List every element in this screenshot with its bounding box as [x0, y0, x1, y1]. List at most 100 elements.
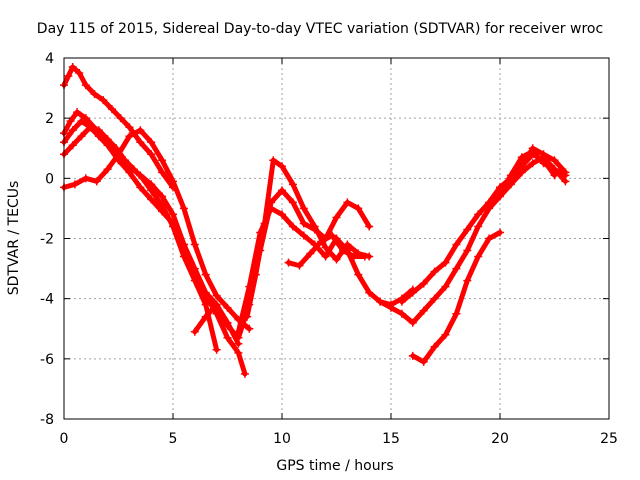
y-axis-label: SDTVAR / TECUs	[6, 181, 22, 296]
data-point-marker	[107, 105, 116, 114]
data-point-marker	[561, 177, 570, 186]
x-tick-label: 0	[60, 431, 69, 447]
data-point-marker	[68, 141, 77, 150]
data-point-marker	[147, 195, 156, 204]
data-point-marker	[212, 300, 221, 309]
data-point-marker	[299, 204, 308, 213]
data-point-marker	[169, 177, 177, 186]
data-point-marker	[81, 174, 90, 183]
data-point-marker	[147, 150, 156, 159]
data-point-marker	[136, 126, 145, 135]
series-track-l	[410, 230, 503, 365]
data-point-marker	[112, 144, 121, 153]
axis-ticks: 0 5 10 15 20 25 -8 -6 -4 -2 0 2 4	[40, 51, 618, 447]
data-point-marker	[452, 309, 461, 318]
data-point-marker	[201, 312, 210, 321]
data-point-marker	[496, 183, 504, 192]
series-track-j	[377, 154, 568, 326]
data-point-marker	[452, 264, 461, 273]
data-point-marker	[295, 261, 304, 270]
data-point-marker	[190, 240, 199, 249]
data-point-marker	[125, 132, 134, 141]
data-point-marker	[397, 297, 406, 306]
y-tick-label: -8	[40, 412, 54, 428]
data-point-marker	[169, 222, 177, 231]
data-point-marker	[169, 210, 177, 219]
data-point-marker	[365, 288, 374, 297]
y-tick-label: -2	[40, 232, 54, 248]
data-point-marker	[550, 156, 559, 165]
data-point-marker	[332, 213, 341, 222]
series-track-i	[286, 233, 368, 269]
x-tick-label: 20	[491, 431, 509, 447]
x-tick-label: 10	[273, 431, 291, 447]
data-point-marker	[158, 156, 167, 165]
data-point-marker	[408, 288, 417, 297]
data-point-marker	[539, 159, 548, 168]
data-point-marker	[321, 243, 330, 252]
chart-title: Day 115 of 2015, Sidereal Day-to-day VTE…	[37, 21, 603, 37]
data-point-marker	[419, 357, 428, 366]
data-point-marker	[90, 90, 99, 99]
data-point-marker	[365, 222, 374, 231]
data-point-marker	[419, 306, 428, 315]
data-point-marker	[158, 201, 167, 210]
data-point-marker	[310, 222, 319, 231]
data-point-marker	[223, 303, 232, 312]
data-point-marker	[506, 174, 515, 183]
x-axis-label: GPS time / hours	[276, 458, 393, 474]
data-point-marker	[73, 108, 82, 117]
data-point-marker	[158, 168, 167, 177]
data-point-marker	[125, 123, 134, 132]
data-point-marker	[240, 369, 249, 378]
data-point-marker	[147, 186, 156, 195]
series-track-a	[61, 64, 176, 190]
data-point-marker	[343, 198, 352, 207]
data-point-marker	[474, 210, 483, 219]
data-point-marker	[306, 249, 315, 258]
data-point-marker	[251, 270, 260, 279]
data-point-marker	[496, 228, 504, 237]
data-point-marker	[260, 219, 269, 228]
data-point-marker	[360, 252, 369, 261]
data-point-marker	[201, 300, 210, 309]
data-point-marker	[223, 321, 232, 330]
data-point-marker	[387, 303, 395, 312]
data-point-marker	[441, 258, 450, 267]
data-point-marker	[158, 192, 167, 201]
data-point-marker	[397, 309, 406, 318]
data-point-marker	[138, 174, 147, 183]
data-point-marker	[430, 267, 439, 276]
grid	[64, 58, 609, 419]
data-point-marker	[408, 318, 417, 327]
data-point-marker	[234, 348, 243, 357]
data-point-marker	[68, 126, 77, 135]
data-point-marker	[354, 270, 363, 279]
data-point-marker	[299, 231, 308, 240]
data-point-marker	[463, 246, 472, 255]
data-point-marker	[278, 210, 286, 219]
data-point-marker	[201, 270, 210, 279]
data-point-marker	[116, 114, 125, 123]
x-tick-label: 5	[169, 431, 178, 447]
data-point-marker	[463, 225, 472, 234]
data-point-marker	[66, 117, 75, 126]
data-point-marker	[339, 246, 348, 255]
data-point-marker	[321, 252, 330, 261]
data-point-marker	[474, 252, 483, 261]
x-tick-label: 15	[382, 431, 400, 447]
data-point-marker	[103, 165, 112, 174]
data-point-marker	[288, 198, 297, 207]
data-point-marker	[452, 240, 461, 249]
data-point-marker	[539, 150, 548, 159]
data-point-marker	[75, 69, 84, 78]
data-point-marker	[92, 177, 101, 186]
x-tick-label: 25	[600, 431, 618, 447]
data-point-marker	[561, 168, 570, 177]
data-point-marker	[332, 255, 341, 264]
data-point-marker	[190, 327, 199, 336]
data-point-marker	[212, 291, 221, 300]
data-point-marker	[136, 138, 145, 147]
data-point-marker	[77, 117, 86, 126]
